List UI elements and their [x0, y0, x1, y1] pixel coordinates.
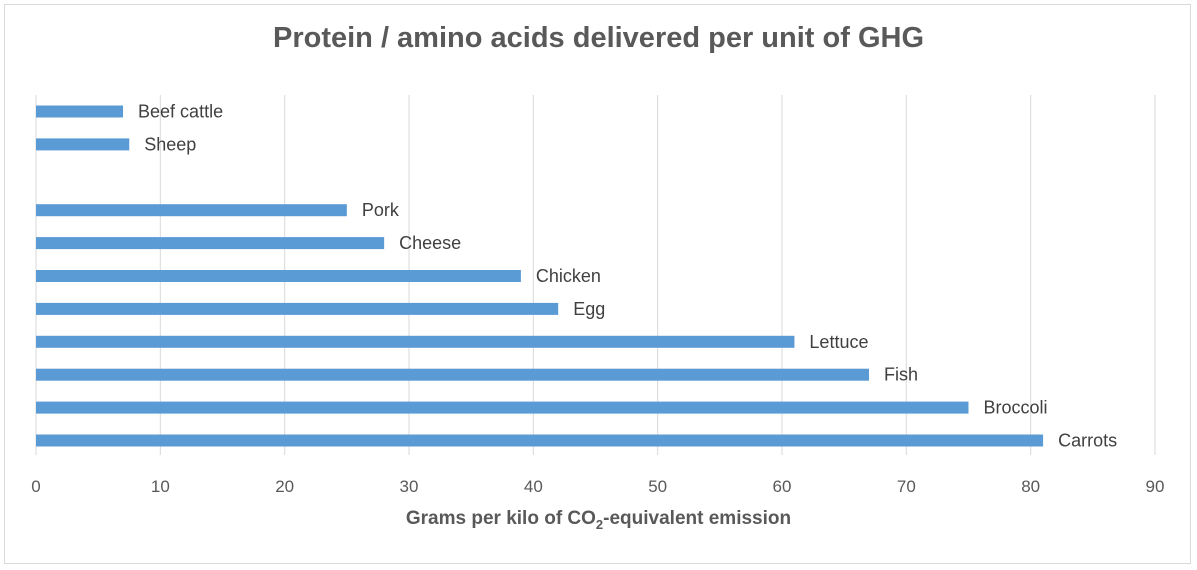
x-tick-label: 90: [1146, 477, 1165, 496]
x-axis-label: Grams per kilo of CO2-equivalent emissio…: [0, 508, 1197, 532]
bar: [36, 368, 870, 381]
x-tick-labels: 0 10 20 30 40 50 60 70 80 90: [31, 477, 1164, 496]
x-tick-label: 20: [275, 477, 294, 496]
x-axis-label-subscript: 2: [595, 516, 604, 532]
x-tick-label: 70: [897, 477, 916, 496]
bar: [36, 434, 1044, 447]
bar-labels: Beef cattle Sheep Pork Cheese Chicken Egg Lett…: [138, 102, 1117, 451]
bar-label: Sheep: [144, 134, 196, 154]
bar-label: Cheese: [399, 233, 461, 253]
bar: [36, 105, 124, 118]
x-axis-label-text: Grams per kilo of CO: [405, 508, 596, 529]
bar: [36, 138, 130, 151]
bars: [36, 105, 1044, 447]
bar: [36, 270, 521, 282]
x-tick-label: 60: [773, 477, 792, 496]
bar: [36, 204, 347, 217]
bar-label: Pork: [362, 200, 400, 220]
chart-frame: [4, 4, 1191, 564]
x-tick-label: 10: [151, 477, 170, 496]
bar-label: Egg: [573, 299, 605, 319]
bar: [36, 237, 385, 250]
bar-label: Lettuce: [809, 332, 868, 352]
bar: [36, 335, 795, 348]
bar-label: Fish: [884, 365, 918, 385]
bar: [36, 302, 559, 315]
bar: [36, 401, 969, 414]
bar-label: Chicken: [536, 266, 601, 286]
chart-title: Protein / amino acids delivered per unit…: [272, 22, 924, 54]
x-tick-label: 30: [400, 477, 419, 496]
x-tick-label: 80: [1021, 477, 1040, 496]
x-tick-label: 50: [648, 477, 667, 496]
x-tick-label: 40: [524, 477, 543, 496]
x-tick-label: 0: [31, 477, 40, 496]
bar-label: Broccoli: [984, 398, 1048, 418]
x-axis-label-suffix: -equivalent emission: [603, 508, 792, 529]
bar-label: Beef cattle: [138, 102, 223, 122]
bar-label: Carrots: [1058, 431, 1117, 451]
